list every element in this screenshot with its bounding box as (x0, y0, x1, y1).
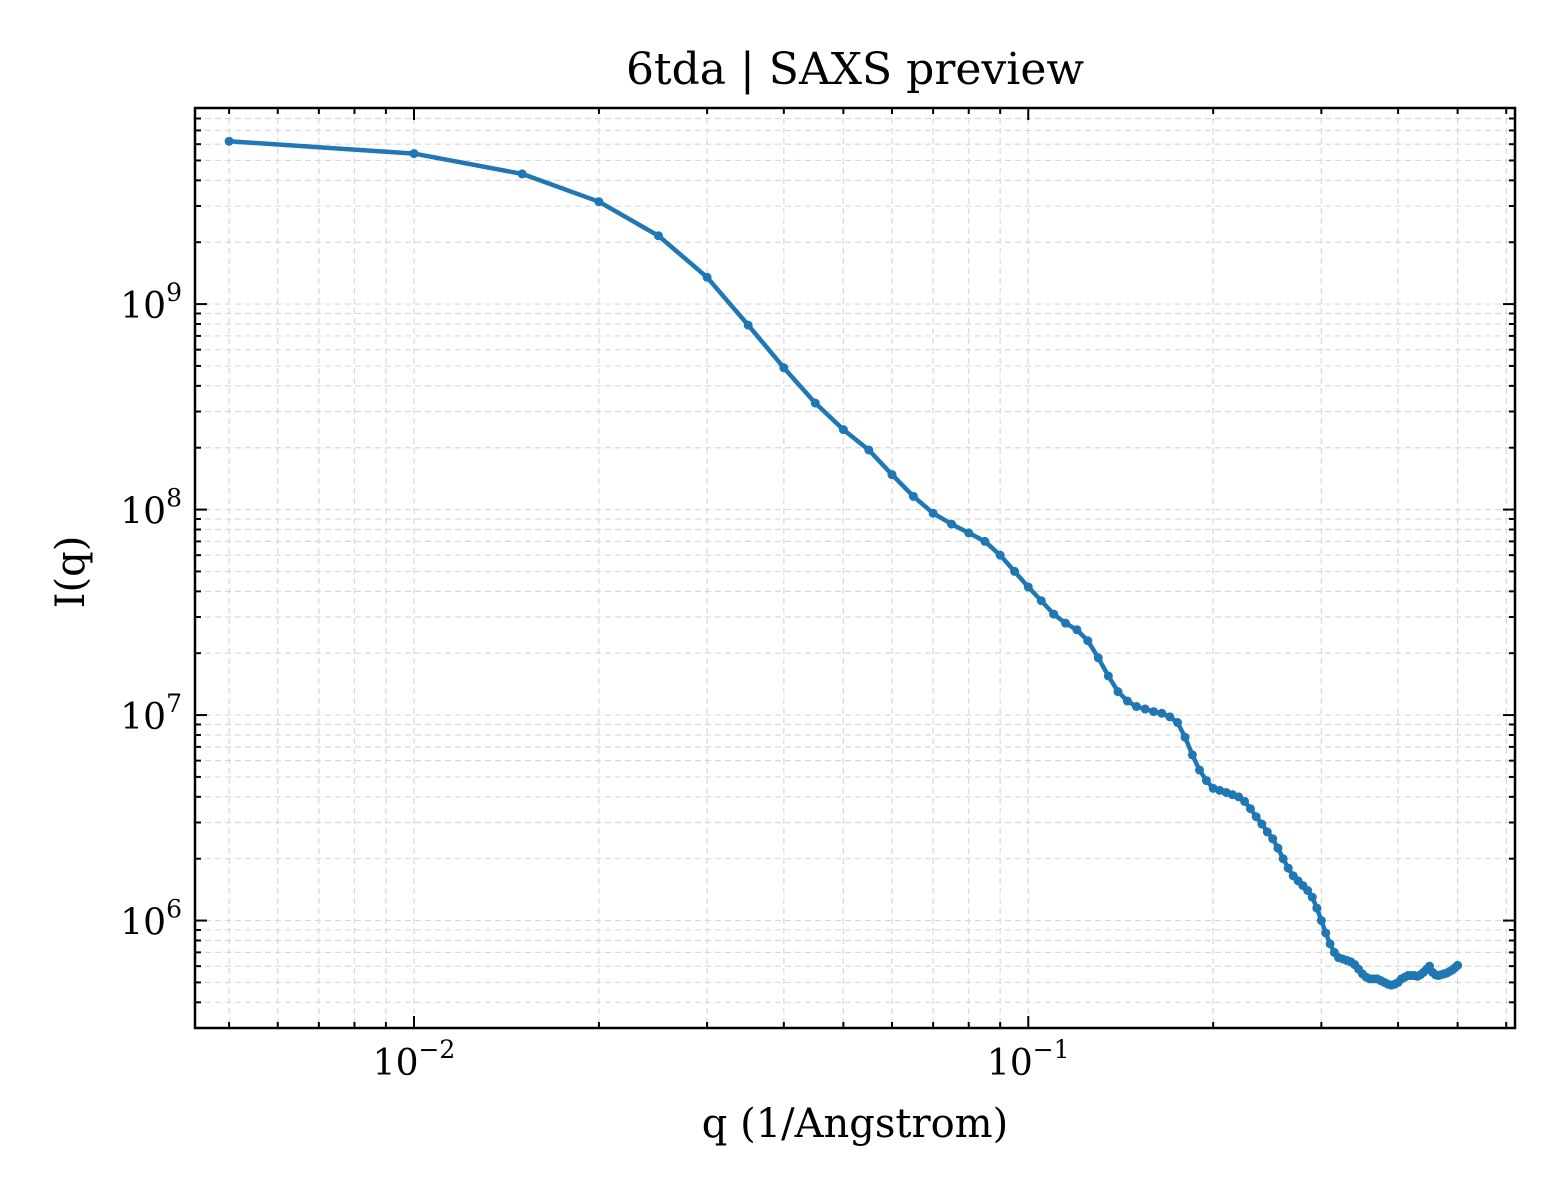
y-tick-label: 106 (120, 895, 182, 944)
data-point (1325, 939, 1335, 949)
data-point (1023, 582, 1033, 592)
data-point (1113, 687, 1123, 697)
tick-marks (195, 107, 1515, 1029)
data-point (1251, 812, 1261, 822)
data-point (653, 231, 663, 241)
x-axis-label: q (1/Angstrom) (702, 1101, 1008, 1147)
data-point (1303, 886, 1313, 896)
data-point (1049, 609, 1059, 619)
tick-label-exponent: 6 (166, 895, 182, 924)
tick-label-base: 10 (120, 697, 166, 738)
data-point (908, 491, 918, 501)
x-tick-label: 10−1 (987, 1035, 1070, 1084)
data-point (224, 136, 234, 146)
tick-label-base: 10 (120, 286, 166, 327)
data-point (1245, 804, 1255, 814)
tick-label-exponent: 8 (166, 484, 182, 513)
axes-frame (193, 106, 1517, 1030)
tick-label-exponent: 9 (166, 278, 182, 307)
chart-title: 6tda | SAXS preview (626, 44, 1084, 95)
tick-label-exponent: −2 (418, 1035, 455, 1064)
data-point (1165, 712, 1175, 722)
data-point (1180, 732, 1190, 742)
y-tick-label: 109 (120, 278, 182, 327)
series-layer (224, 136, 1463, 990)
tick-label-base: 10 (987, 1043, 1033, 1084)
data-point (1187, 750, 1197, 760)
data-point (409, 149, 419, 159)
data-point (1194, 765, 1204, 775)
data-point (838, 425, 848, 435)
data-point (1262, 827, 1272, 837)
data-point (964, 528, 974, 538)
data-point (1321, 928, 1331, 938)
data-point (1268, 834, 1278, 844)
data-point (1140, 704, 1150, 714)
data-point (1173, 718, 1183, 728)
tick-label-exponent: 7 (166, 689, 182, 718)
data-point (743, 320, 753, 330)
data-point (980, 536, 990, 546)
data-point (928, 508, 938, 518)
data-point (1122, 696, 1132, 706)
data-point (1278, 854, 1288, 864)
data-point (1103, 671, 1113, 681)
data-point (1036, 596, 1046, 606)
data-point (947, 519, 957, 529)
y-axis-label: I(q) (48, 536, 94, 609)
data-point (887, 470, 897, 480)
data-point (1316, 916, 1326, 926)
data-point (810, 398, 820, 408)
data-point (1149, 707, 1159, 717)
data-point (1083, 636, 1093, 646)
data-point (1093, 653, 1103, 663)
data-point (1283, 863, 1293, 873)
data-point (1072, 625, 1082, 635)
data-point (1010, 566, 1020, 576)
tick-label-base: 10 (373, 1043, 419, 1084)
data-point (1157, 708, 1167, 718)
data-point (594, 197, 604, 207)
data-point (864, 445, 874, 455)
grid-lines (195, 107, 1515, 1029)
data-point (1312, 903, 1322, 913)
y-tick-label: 108 (120, 484, 182, 533)
data-point (1453, 960, 1463, 970)
data-point (995, 550, 1005, 560)
data-point (1273, 843, 1283, 853)
data-point (1307, 892, 1317, 902)
data-point (1131, 702, 1141, 712)
x-tick-label: 10−2 (373, 1035, 456, 1084)
y-tick-label: 107 (120, 689, 182, 738)
data-point (779, 363, 789, 373)
tick-label-base: 10 (120, 492, 166, 533)
data-point (702, 272, 712, 282)
data-point (1240, 796, 1250, 806)
tick-label-exponent: −1 (1033, 1035, 1070, 1064)
data-point (1201, 776, 1211, 786)
data-point (1257, 819, 1267, 829)
tick-label-base: 10 (120, 903, 166, 944)
data-point (517, 169, 527, 179)
data-point (1061, 618, 1071, 628)
